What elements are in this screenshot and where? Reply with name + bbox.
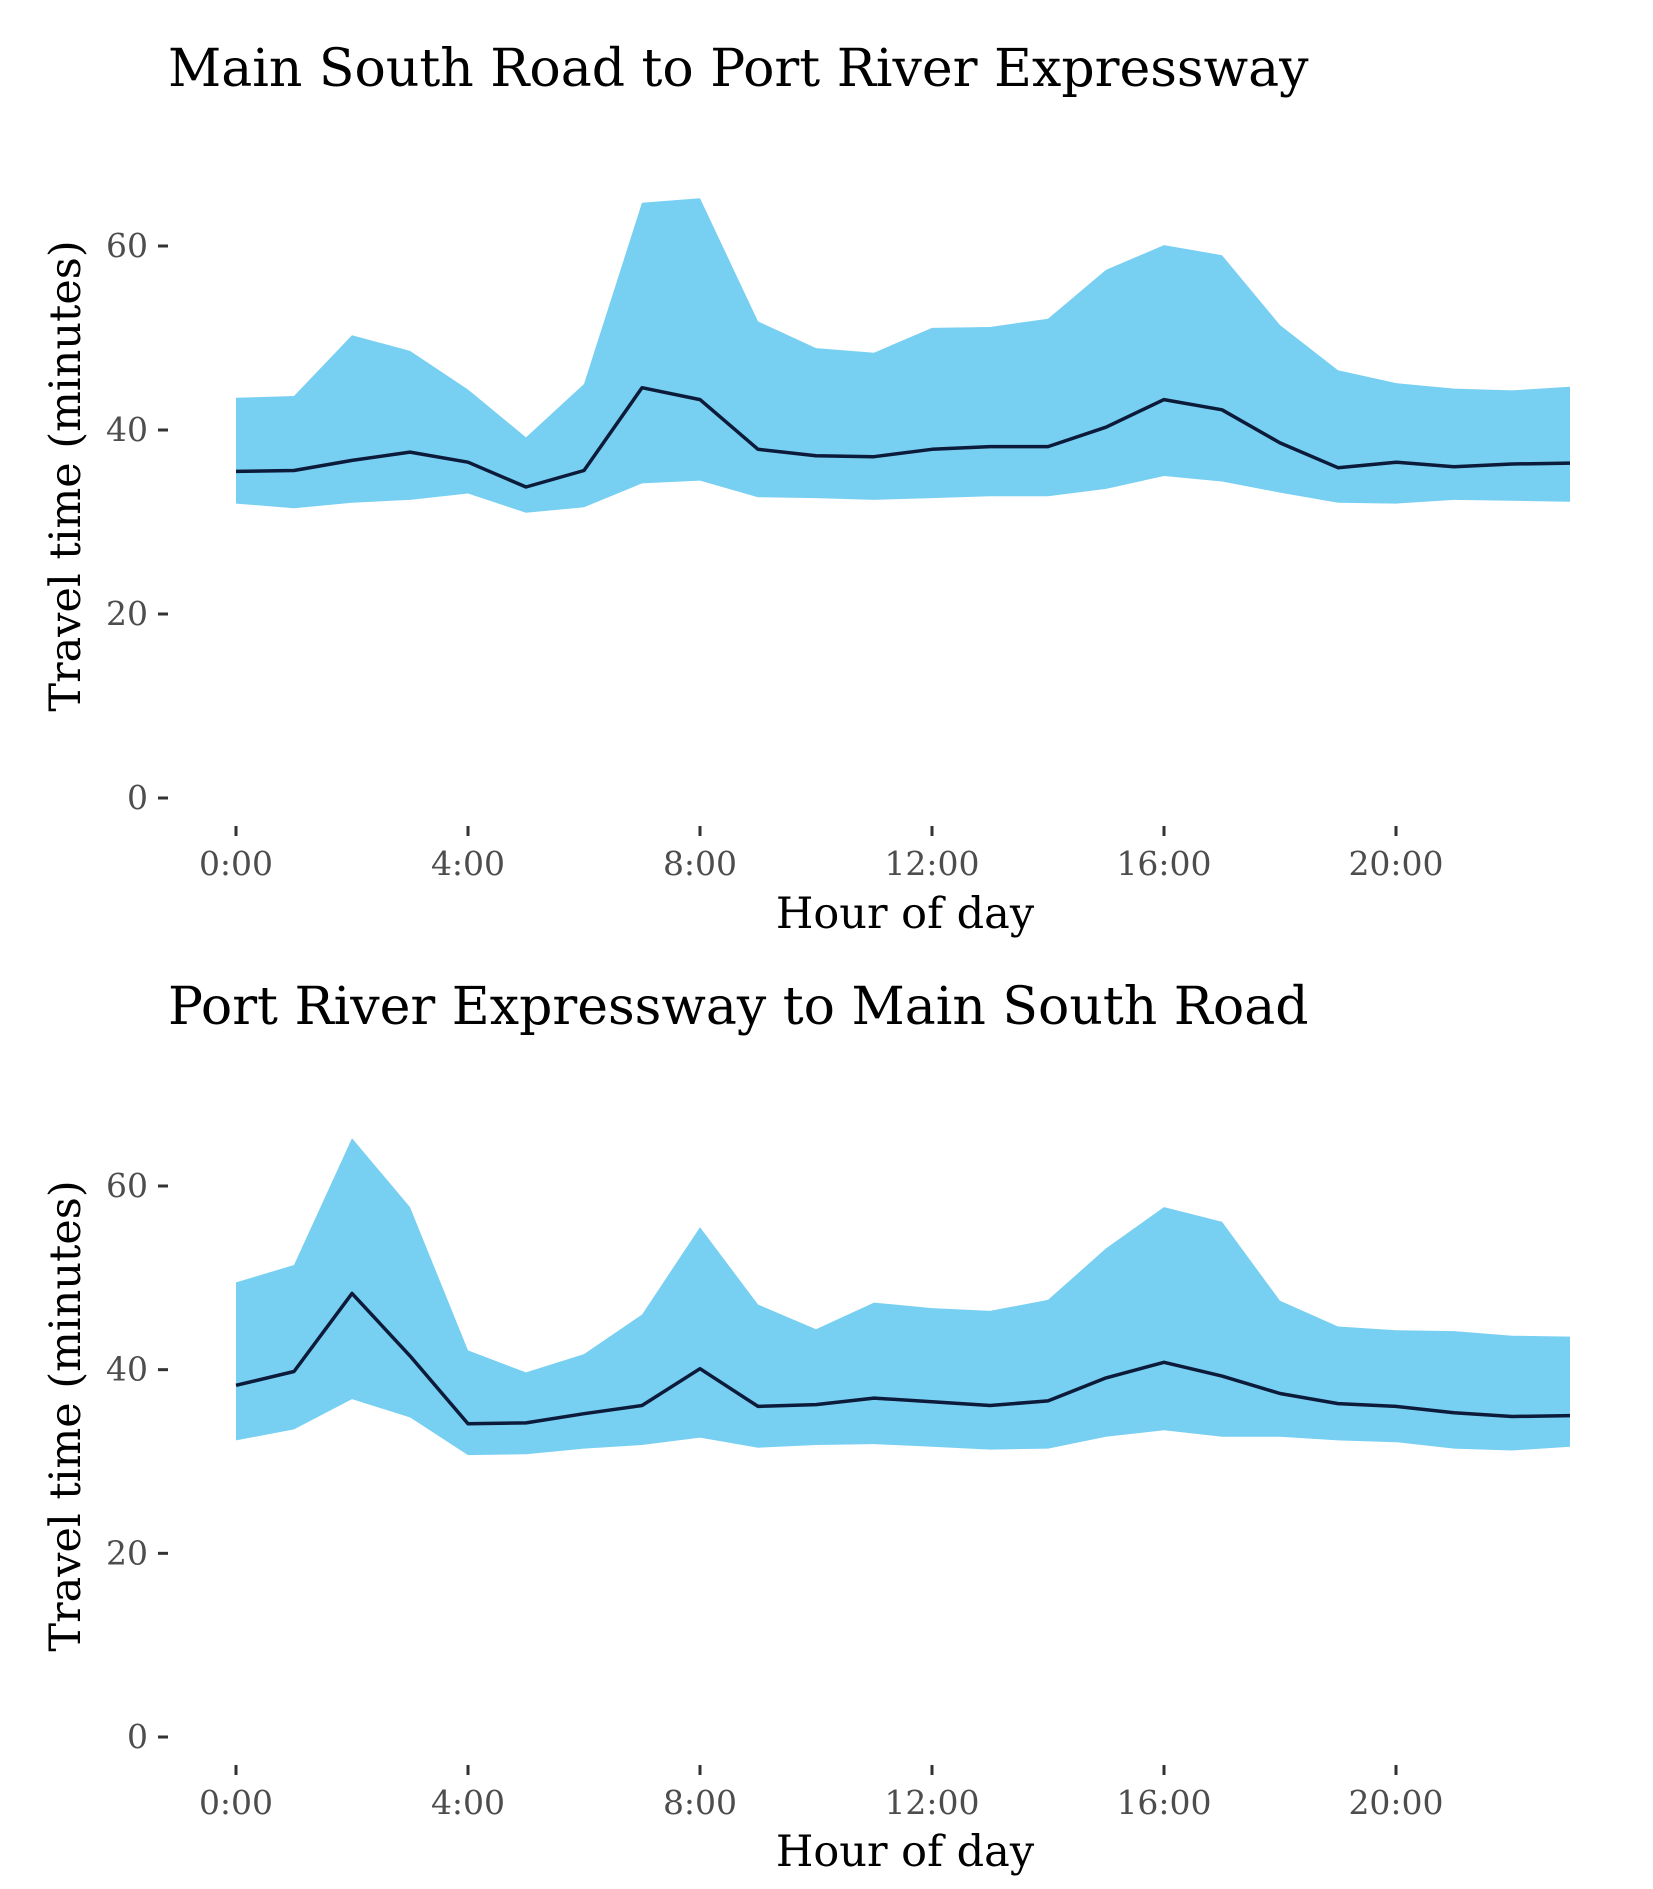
x-tick-label: 20:00 (1348, 1783, 1443, 1822)
median-line (235, 385, 1571, 489)
median-line (235, 1291, 1571, 1426)
x-tick-label: 16:00 (1116, 844, 1211, 883)
y-tick-label: 40 (106, 1350, 148, 1389)
x-tick-label: 4:00 (431, 1783, 505, 1822)
x-tick-label: 20:00 (1348, 844, 1443, 883)
x-tick-label: 0:00 (199, 1783, 273, 1822)
chart-panel-bottom: Port River Expressway to Main South Road… (41, 977, 1571, 1877)
axis-ticks: 0 20 40 60 0:00 4:00 8:00 12:00 16:00 20:00 (106, 226, 1444, 883)
x-tick-label: 0:00 (199, 844, 273, 883)
x-tick-label: 4:00 (431, 844, 505, 883)
y-axis-label: Travel time (minutes) (41, 1180, 91, 1651)
plot-area (235, 198, 1571, 513)
x-tick-label: 8:00 (663, 844, 737, 883)
y-tick-label: 0 (127, 778, 148, 817)
range-band (236, 198, 1570, 513)
y-tick-label: 0 (127, 1717, 148, 1756)
range-band (236, 1138, 1570, 1456)
chart-title: Port River Expressway to Main South Road (168, 977, 1309, 1037)
y-tick-label: 40 (106, 410, 148, 449)
x-tick-label: 12:00 (884, 1783, 979, 1822)
y-axis-label: Travel time (minutes) (41, 240, 91, 711)
x-tick-label: 8:00 (663, 1783, 737, 1822)
y-tick-label: 60 (106, 1166, 148, 1205)
y-tick-label: 20 (106, 1533, 148, 1572)
x-tick-label: 12:00 (884, 844, 979, 883)
y-tick-label: 20 (106, 594, 148, 633)
x-tick-label: 16:00 (1116, 1783, 1211, 1822)
chart-panel-top: Main South Road to Port River Expressway… (41, 39, 1571, 939)
plot-area (235, 1138, 1571, 1456)
y-tick-label: 60 (106, 226, 148, 265)
x-axis-label: Hour of day (776, 889, 1035, 939)
chart-title: Main South Road to Port River Expressway (168, 39, 1309, 99)
axis-ticks: 0 20 40 60 0:00 4:00 8:00 12:00 16:00 20:00 (106, 1166, 1444, 1822)
x-axis-label: Hour of day (776, 1827, 1035, 1877)
